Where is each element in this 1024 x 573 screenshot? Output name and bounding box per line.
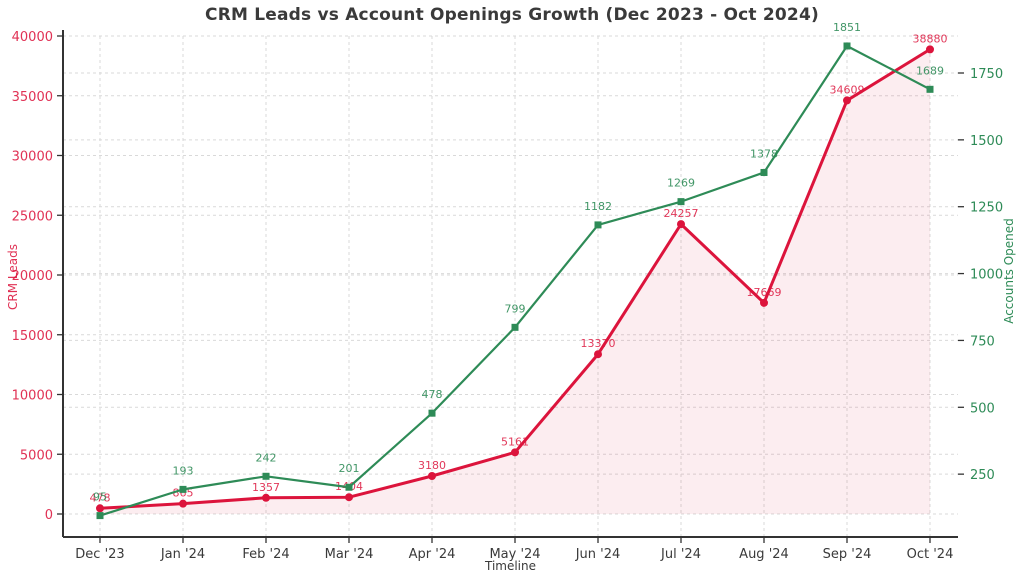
x-axis-tick-label: Jun '24 <box>575 547 621 562</box>
crm-leads-point <box>96 504 104 513</box>
accounts-opened-value-label: 1689 <box>916 64 944 77</box>
accounts-opened-point <box>262 472 270 480</box>
crm-leads-value-label: 17669 <box>747 286 782 299</box>
chart-title: CRM Leads vs Account Openings Growth (De… <box>205 5 819 25</box>
x-axis-tick-label: Oct '24 <box>907 547 954 562</box>
accounts-opened-point <box>760 168 768 176</box>
accounts-opened-value-label: 1851 <box>833 21 861 34</box>
right-axis-tick-label: 1750 <box>970 67 1003 82</box>
x-axis-tick-label: Apr '24 <box>409 547 456 562</box>
left-axis-tick-label: 20000 <box>12 269 53 284</box>
crm-leads-point <box>511 448 519 457</box>
crm-leads-point <box>760 298 768 307</box>
accounts-opened-point <box>594 221 602 229</box>
accounts-opened-value-label: 1378 <box>750 147 778 160</box>
left-axis-tick-label: 35000 <box>12 90 53 105</box>
right-axis-tick-label: 750 <box>970 334 995 349</box>
left-axis-tick-label: 5000 <box>20 448 53 463</box>
right-axis-tick-label: 250 <box>970 468 995 483</box>
x-axis-tick-label: Aug '24 <box>739 547 789 562</box>
x-axis-tick-label: Jul '24 <box>660 547 701 562</box>
crm-leads-value-label: 38880 <box>913 32 948 45</box>
right-axis-tick-label: 500 <box>970 401 995 416</box>
accounts-opened-point <box>926 85 934 93</box>
left-axis-tick-label: 10000 <box>12 389 53 404</box>
x-axis-tick-label: Feb '24 <box>242 547 289 562</box>
crm-leads-point <box>677 220 685 229</box>
left-axis-tick-label: 40000 <box>12 30 53 45</box>
x-axis-tick-label: Sep '24 <box>823 547 872 562</box>
crm-leads-value-label: 5161 <box>501 435 529 448</box>
x-axis-tick-label: Jan '24 <box>160 547 205 562</box>
crm-leads-point <box>926 45 934 54</box>
accounts-opened-value-label: 95 <box>93 491 107 504</box>
left-axis-tick-label: 25000 <box>12 209 53 224</box>
left-axis-tick-label: 30000 <box>12 150 53 165</box>
accounts-opened-value-label: 799 <box>505 302 526 315</box>
crm-leads-area <box>100 49 930 514</box>
accounts-opened-point <box>96 512 104 520</box>
accounts-opened-value-label: 1182 <box>584 200 612 213</box>
x-axis-title: Timeline <box>484 559 536 573</box>
accounts-opened-point <box>179 485 187 493</box>
right-axis-tick-label: 1500 <box>970 134 1003 149</box>
crm-leads-point <box>843 96 851 105</box>
x-axis-tick-label: May '24 <box>489 547 540 562</box>
accounts-opened-point <box>428 409 436 417</box>
crm-leads-value-label: 1357 <box>252 481 280 494</box>
x-axis-tick-label: Dec '23 <box>75 547 124 562</box>
accounts-opened-point <box>511 323 519 331</box>
crm-leads-point <box>262 493 270 502</box>
crm-leads-point <box>594 350 602 359</box>
right-axis-tick-label: 1250 <box>970 201 1003 216</box>
accounts-opened-value-label: 242 <box>256 451 277 464</box>
accounts-opened-point <box>677 198 685 206</box>
crm-leads-value-label: 34609 <box>830 83 865 96</box>
crm-leads-value-label: 13370 <box>581 337 616 350</box>
accounts-opened-point <box>345 483 353 491</box>
accounts-opened-value-label: 193 <box>173 464 194 477</box>
right-axis-title: Accounts Opened <box>1002 218 1016 324</box>
x-axis-tick-label: Mar '24 <box>325 547 374 562</box>
left-axis-title: CRM Leads <box>6 244 20 310</box>
crm-leads-point <box>428 471 436 480</box>
crm-leads-value-label: 24257 <box>664 207 699 220</box>
right-axis-tick-label: 1000 <box>970 268 1003 283</box>
crm-leads-value-label: 3180 <box>418 459 446 472</box>
crm-leads-point <box>179 499 187 508</box>
crm-leads-value-label: 478 <box>90 491 111 504</box>
accounts-opened-point <box>843 42 851 50</box>
crm-leads-point <box>345 493 353 502</box>
left-axis-tick-label: 0 <box>45 508 53 523</box>
accounts-opened-value-label: 201 <box>339 462 360 475</box>
accounts-opened-value-label: 1269 <box>667 177 695 190</box>
left-axis-tick-label: 15000 <box>12 329 53 344</box>
accounts-opened-value-label: 478 <box>422 388 443 401</box>
